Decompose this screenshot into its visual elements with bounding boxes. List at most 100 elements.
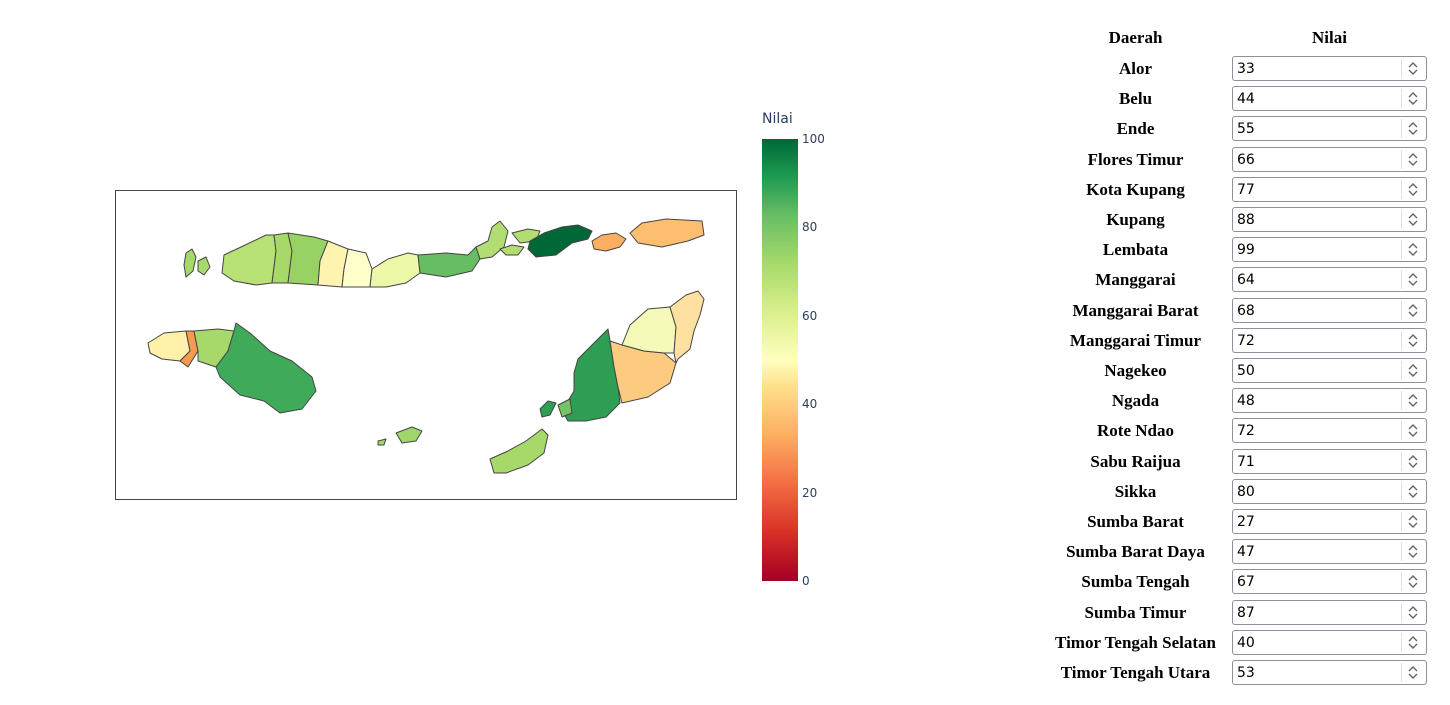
- spinner-arrows-icon[interactable]: [1401, 602, 1424, 622]
- spinner-arrows-icon[interactable]: [1401, 119, 1424, 139]
- spinner-arrows-icon[interactable]: [1401, 481, 1424, 501]
- value-text[interactable]: 50: [1237, 363, 1255, 379]
- spinner-arrows-icon[interactable]: [1401, 451, 1424, 471]
- value-text[interactable]: 77: [1237, 181, 1255, 198]
- value-text[interactable]: 53: [1237, 665, 1255, 681]
- spinner-arrows-icon[interactable]: [1401, 391, 1424, 411]
- spinner-arrows-icon[interactable]: [1401, 361, 1424, 380]
- value-number-input[interactable]: 27: [1232, 509, 1427, 534]
- value-text[interactable]: 67: [1237, 574, 1255, 591]
- value-text[interactable]: 71: [1237, 453, 1255, 470]
- region-alor[interactable]: [629, 218, 705, 248]
- value-text[interactable]: 80: [1237, 483, 1255, 500]
- spinner-arrows-icon[interactable]: [1401, 632, 1424, 652]
- region-timor-tengah-utara[interactable]: [621, 306, 677, 354]
- spinner-arrows-icon[interactable]: [1401, 149, 1424, 169]
- region-sumba-barat-daya[interactable]: [147, 330, 191, 362]
- region-alor-pantar[interactable]: [591, 232, 627, 252]
- spinner-arrows-icon[interactable]: [1401, 512, 1424, 531]
- value-number-input[interactable]: 77: [1232, 176, 1427, 202]
- value-number-input[interactable]: 80: [1232, 478, 1427, 504]
- spinner-arrows-icon[interactable]: [1401, 210, 1424, 229]
- value-number-input[interactable]: 33: [1232, 56, 1427, 81]
- region-sumba-timur[interactable]: [215, 322, 317, 414]
- region-label: Flores Timur: [1087, 149, 1184, 169]
- spinner-arrows-icon[interactable]: [1401, 572, 1424, 592]
- region-nagekeo[interactable]: [341, 248, 373, 288]
- colorbar-tick-20: 20: [802, 486, 818, 500]
- value-text[interactable]: 87: [1237, 604, 1255, 621]
- region-kota-kupang[interactable]: [557, 398, 573, 418]
- region-sikka[interactable]: [417, 246, 481, 278]
- value-text[interactable]: 66: [1237, 151, 1255, 168]
- table-row: Manggarai Barat 68: [1040, 297, 1440, 328]
- value-number-input[interactable]: 40: [1232, 629, 1427, 655]
- table-row: Flores Timur 66: [1040, 146, 1440, 177]
- spinner-arrows-icon[interactable]: [1401, 270, 1424, 290]
- value-text[interactable]: 47: [1237, 544, 1255, 561]
- value-text[interactable]: 72: [1237, 423, 1255, 440]
- value-number-input[interactable]: 67: [1232, 569, 1427, 595]
- value-number-input[interactable]: 66: [1232, 146, 1427, 172]
- region-flores-timur-islands[interactable]: [499, 244, 525, 256]
- region-manggarai-barat-islands[interactable]: [183, 248, 197, 278]
- value-text[interactable]: 68: [1237, 302, 1255, 319]
- value-text[interactable]: 44: [1237, 91, 1255, 108]
- region-lembata[interactable]: [527, 224, 593, 258]
- table-row: Sabu Raijua 71: [1040, 448, 1440, 479]
- value-text[interactable]: 27: [1237, 514, 1255, 530]
- value-text[interactable]: 64: [1237, 272, 1255, 289]
- spinner-arrows-icon[interactable]: [1401, 300, 1424, 320]
- spinner-arrows-icon[interactable]: [1401, 59, 1424, 78]
- value-number-input[interactable]: 88: [1232, 207, 1427, 232]
- table-row: Timor Tengah Selatan 40: [1040, 629, 1440, 660]
- value-number-input[interactable]: 55: [1232, 116, 1427, 142]
- spinner-arrows-icon[interactable]: [1401, 179, 1424, 199]
- value-text[interactable]: 99: [1237, 242, 1255, 259]
- map-canvas[interactable]: [116, 191, 736, 499]
- spinner-arrows-icon[interactable]: [1401, 542, 1424, 562]
- region-small-island-1[interactable]: [197, 256, 211, 276]
- spinner-arrows-icon[interactable]: [1401, 663, 1424, 682]
- region-flores-timur[interactable]: [475, 220, 509, 260]
- table-row: Ende 55: [1040, 116, 1440, 146]
- value-number-input[interactable]: 53: [1232, 660, 1427, 685]
- region-label: Timor Tengah Utara: [1060, 663, 1211, 682]
- region-semau[interactable]: [539, 400, 557, 418]
- value-text[interactable]: 40: [1237, 634, 1255, 651]
- region-label: Sumba Barat: [1087, 512, 1184, 531]
- value-number-input[interactable]: 47: [1232, 539, 1427, 565]
- table-row: Nagekeo 50: [1040, 358, 1440, 388]
- region-label: Alor: [1118, 59, 1153, 78]
- value-number-input[interactable]: 64: [1232, 267, 1427, 293]
- value-text[interactable]: 48: [1237, 393, 1255, 410]
- region-sabu-raijua[interactable]: [395, 426, 423, 444]
- colorbar-tick-40: 40: [802, 397, 818, 411]
- region-rote-ndao[interactable]: [489, 428, 549, 474]
- value-text[interactable]: 72: [1237, 332, 1255, 349]
- value-number-input[interactable]: 68: [1232, 297, 1427, 323]
- spinner-arrows-icon[interactable]: [1401, 89, 1424, 109]
- value-text[interactable]: 55: [1237, 121, 1255, 138]
- value-number-input[interactable]: 71: [1232, 448, 1427, 474]
- value-number-input[interactable]: 48: [1232, 388, 1427, 414]
- value-number-input[interactable]: 50: [1232, 358, 1427, 383]
- value-number-input[interactable]: 99: [1232, 237, 1427, 263]
- choropleth-map[interactable]: [115, 190, 737, 500]
- table-row: Manggarai Timur 72: [1040, 327, 1440, 358]
- region-belu[interactable]: [669, 290, 705, 364]
- table-row: Sumba Barat 27: [1040, 509, 1440, 539]
- spinner-arrows-icon[interactable]: [1401, 421, 1424, 441]
- colorbar-tick-0: 0: [802, 574, 810, 588]
- value-number-input[interactable]: 44: [1232, 86, 1427, 112]
- value-text[interactable]: 33: [1237, 61, 1255, 77]
- value-text[interactable]: 88: [1237, 212, 1255, 228]
- value-number-input[interactable]: 72: [1232, 327, 1427, 353]
- spinner-arrows-icon[interactable]: [1401, 240, 1424, 260]
- region-ende[interactable]: [369, 252, 421, 288]
- region-raijua[interactable]: [377, 438, 387, 446]
- value-number-input[interactable]: 72: [1232, 418, 1427, 444]
- region-manggarai-barat[interactable]: [221, 234, 277, 286]
- value-number-input[interactable]: 87: [1232, 599, 1427, 625]
- spinner-arrows-icon[interactable]: [1401, 330, 1424, 350]
